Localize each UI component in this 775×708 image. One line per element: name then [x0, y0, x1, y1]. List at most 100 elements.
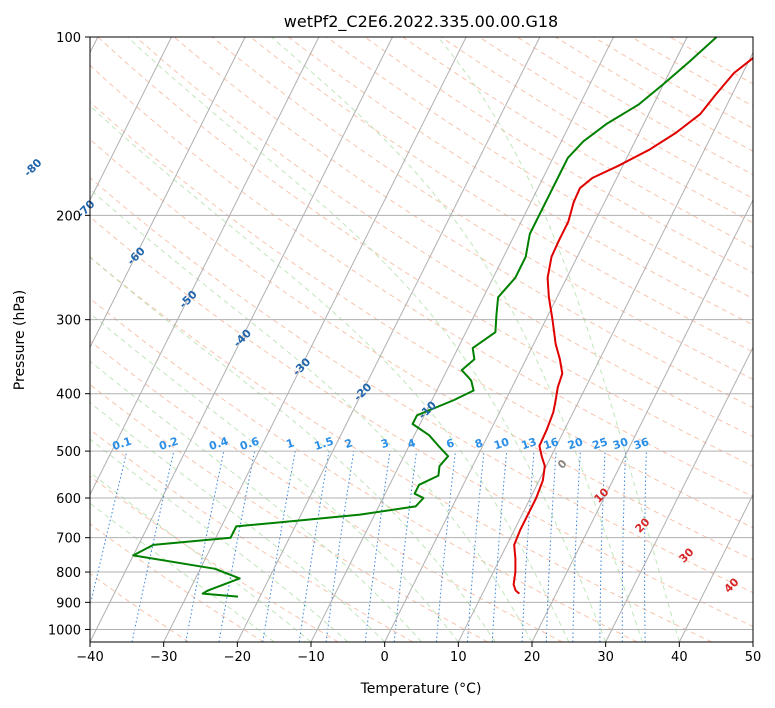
y-tick-label: 400 — [56, 388, 81, 403]
dry-adiabat — [90, 101, 753, 529]
mixing-ratio-line — [90, 450, 128, 609]
mixing-ratio-label: 13 — [520, 435, 539, 452]
dry-adiabat — [90, 428, 414, 642]
moist-adiabat — [127, 37, 607, 642]
dry-adiabat — [90, 64, 753, 498]
x-tick-label: 30 — [597, 650, 614, 665]
x-tick-label: 0 — [381, 650, 389, 665]
mixing-ratio-line — [491, 451, 508, 642]
y-tick-label: 800 — [56, 566, 81, 581]
x-axis-label: Temperature (°C) — [360, 681, 482, 697]
isotherm-label: -30 — [290, 355, 313, 378]
series-lines — [132, 37, 753, 598]
x-tick-label: 10 — [450, 650, 467, 665]
dry-adiabat — [90, 216, 753, 628]
isotherm-gridline — [90, 37, 320, 496]
grid-lines — [90, 37, 753, 642]
dry-adiabat — [90, 176, 753, 594]
mixing-ratio-label: 0.1 — [111, 435, 134, 453]
isotherm-gridline — [163, 37, 467, 642]
dry-adiabat — [249, 37, 753, 353]
moist-adiabat — [90, 312, 459, 642]
mixing-ratio-label: 36 — [632, 435, 651, 452]
mixing-ratio-label: 3 — [379, 436, 390, 451]
mixing-ratio-line — [467, 451, 485, 642]
adiabat-label: 30 — [677, 545, 697, 565]
isotherm-gridline — [384, 37, 688, 642]
chart-title: wetPf2_C2E6.2022.335.00.00.G18 — [284, 12, 558, 32]
dry-adiabat — [211, 37, 753, 380]
isotherm-gridline — [310, 37, 614, 642]
y-tick-label: 500 — [56, 445, 81, 460]
dry-adiabat — [90, 138, 753, 561]
y-tick-label: 300 — [56, 314, 81, 329]
moist-adiabat — [90, 471, 312, 642]
dry-adiabat — [135, 37, 753, 438]
isotherm-gridline — [90, 37, 246, 349]
mixing-ratio-line — [185, 451, 225, 642]
mixing-ratio-label: 10 — [492, 435, 511, 452]
background-lines — [90, 37, 753, 642]
isotherm-label: -80 — [21, 156, 44, 179]
mixing-ratio-label: 0.2 — [157, 435, 180, 453]
y-tick-label: 600 — [56, 492, 81, 507]
mixing-ratio-label: 20 — [566, 435, 585, 452]
plot-frame — [89, 36, 754, 643]
adiabat-label: 40 — [722, 575, 742, 595]
isotherm-label: -50 — [177, 288, 200, 311]
y-tick-label: 1000 — [48, 623, 81, 638]
x-tick-label: 40 — [671, 650, 688, 665]
moist-adiabat — [90, 401, 386, 642]
mixing-ratio-line — [364, 451, 391, 642]
isotherm-gridline — [605, 346, 753, 642]
mixing-ratio-label: 30 — [611, 435, 630, 452]
dry-adiabat — [90, 297, 638, 642]
mixing-ratio-label: 1 — [285, 436, 296, 451]
dry-adiabat — [90, 383, 488, 642]
isotherm-gridline — [90, 37, 393, 642]
dry-adiabat — [402, 37, 753, 249]
mixing-ratio-label: 0.4 — [207, 434, 230, 452]
lcl-label: 0 — [555, 457, 570, 472]
adiabat-label: 20 — [633, 515, 653, 535]
y-tick-label: 900 — [56, 596, 81, 611]
dry-adiabat — [90, 572, 190, 642]
dry-adiabat — [288, 37, 753, 326]
moist-adiabat — [271, 37, 643, 642]
mixing-ratio-line — [644, 451, 647, 642]
dry-adiabat — [90, 523, 264, 642]
x-tick-label: 20 — [524, 650, 541, 665]
mixing-ratio-line — [325, 451, 355, 642]
mixing-ratio-line — [131, 450, 175, 642]
isotherm-gridline — [752, 640, 753, 642]
mixing-ratio-label: 8 — [473, 436, 484, 451]
isotherm-label: -40 — [231, 326, 254, 349]
mixing-ratio-line — [393, 451, 418, 642]
moist-adiabat — [90, 360, 422, 642]
mixing-ratio-label: 25 — [591, 435, 610, 452]
y-tick-label: 100 — [56, 31, 81, 46]
dewpoint-line — [132, 37, 718, 598]
moist-adiabat — [90, 188, 533, 642]
isotherm-gridline — [457, 51, 753, 642]
mixing-ratio-label: 6 — [445, 436, 457, 451]
x-tick-label: −30 — [150, 650, 177, 665]
dry-adiabat — [364, 37, 753, 274]
x-tick-label: −40 — [76, 650, 103, 665]
mixing-ratio-label: 16 — [542, 435, 561, 452]
temperature-line — [512, 56, 753, 595]
mixing-ratio-label: 0.6 — [238, 434, 261, 452]
mixing-ratio-line — [621, 451, 627, 642]
isotherm-label: -60 — [125, 244, 148, 267]
moist-adiabat — [90, 105, 570, 642]
isotherm-gridline — [531, 198, 753, 642]
y-axis-ticks: 100 200 300 400 500 600 700 800 900 1000 — [48, 31, 90, 638]
x-tick-label: −20 — [224, 650, 251, 665]
dry-adiabat — [90, 475, 339, 642]
mixing-ratio-line — [435, 451, 456, 642]
y-axis-label: Pressure (hPa) — [12, 290, 28, 390]
y-tick-label: 200 — [56, 209, 81, 224]
dry-adiabat — [555, 37, 753, 152]
x-tick-label: 50 — [745, 650, 762, 665]
